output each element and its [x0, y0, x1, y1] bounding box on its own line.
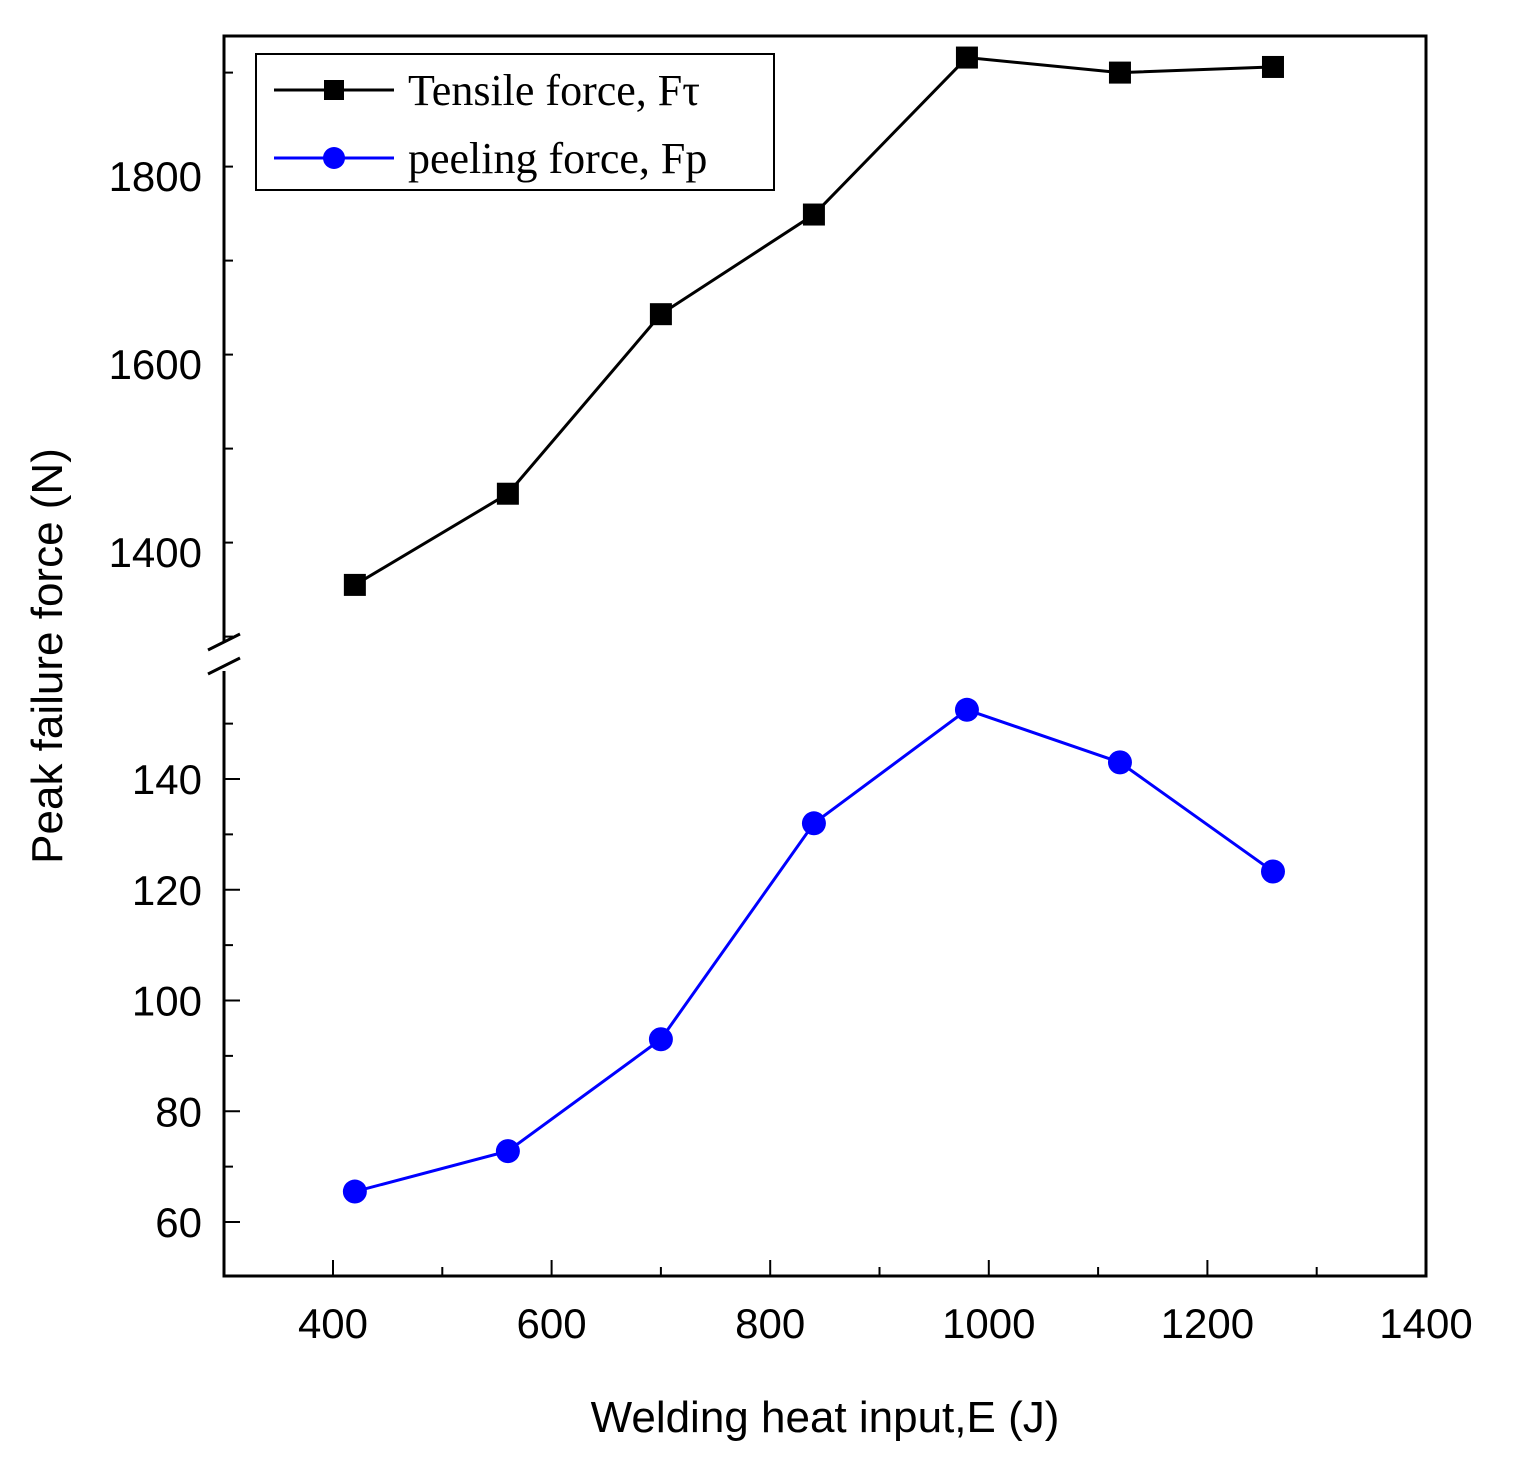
- x-tick-label: 800: [735, 1300, 805, 1347]
- x-tick-label: 600: [517, 1300, 587, 1347]
- y-tick-label-upper: 1400: [109, 529, 202, 576]
- axis-break-slash-top: [207, 632, 241, 652]
- y-tick-label-lower: 80: [155, 1088, 202, 1135]
- legend: Tensile force, Fτ peeling force, Fp: [255, 53, 775, 191]
- data-point-tensile: [343, 573, 366, 596]
- y-tick-label-lower: 140: [132, 756, 202, 803]
- legend-marker-tensile: [324, 80, 344, 100]
- data-point-peeling: [648, 1027, 673, 1052]
- y-tick-label-upper: 1800: [109, 153, 202, 200]
- axis-break: [207, 632, 241, 676]
- data-point-tensile: [955, 46, 978, 69]
- legend-marker-peeling: [323, 147, 345, 169]
- series-layer: [342, 46, 1285, 1204]
- data-point-peeling: [1260, 859, 1285, 884]
- tick-labels: 400 600 800 1000 1200 1400 1400 1600 1800 60 80 100…: [109, 153, 1473, 1347]
- legend-label-peeling: peeling force, Fp: [408, 134, 707, 183]
- data-point-tensile: [802, 203, 825, 226]
- x-tick-label: 1000: [942, 1300, 1035, 1347]
- y-tick-label-lower: 120: [132, 867, 202, 914]
- data-point-tensile: [1261, 55, 1284, 78]
- y-tick-label-upper: 1600: [109, 341, 202, 388]
- axes-ticks: [224, 71, 1318, 1276]
- x-tick-label: 1400: [1379, 1300, 1472, 1347]
- x-tick-label: 1200: [1161, 1300, 1254, 1347]
- plot-frame: [222, 34, 1428, 1278]
- data-point-tensile: [496, 482, 519, 505]
- data-point-tensile: [1108, 61, 1131, 84]
- series-line-1: [354, 708, 1274, 1193]
- axis-break-slash-bottom: [207, 656, 241, 676]
- y-axis-title: Peak failure force (N): [23, 448, 72, 864]
- legend-box: [255, 53, 775, 191]
- y-tick-label-lower: 60: [155, 1199, 202, 1246]
- data-point-peeling: [495, 1139, 520, 1164]
- data-point-tensile: [649, 303, 672, 326]
- data-point-peeling: [801, 811, 826, 836]
- data-point-peeling: [954, 697, 979, 722]
- x-axis-title: Welding heat input,E (J): [591, 1393, 1060, 1442]
- y-tick-label-lower: 100: [132, 978, 202, 1025]
- data-point-peeling: [342, 1179, 367, 1204]
- data-point-peeling: [1107, 750, 1132, 775]
- legend-label-tensile: Tensile force, Fτ: [408, 66, 700, 115]
- x-tick-label: 400: [298, 1300, 368, 1347]
